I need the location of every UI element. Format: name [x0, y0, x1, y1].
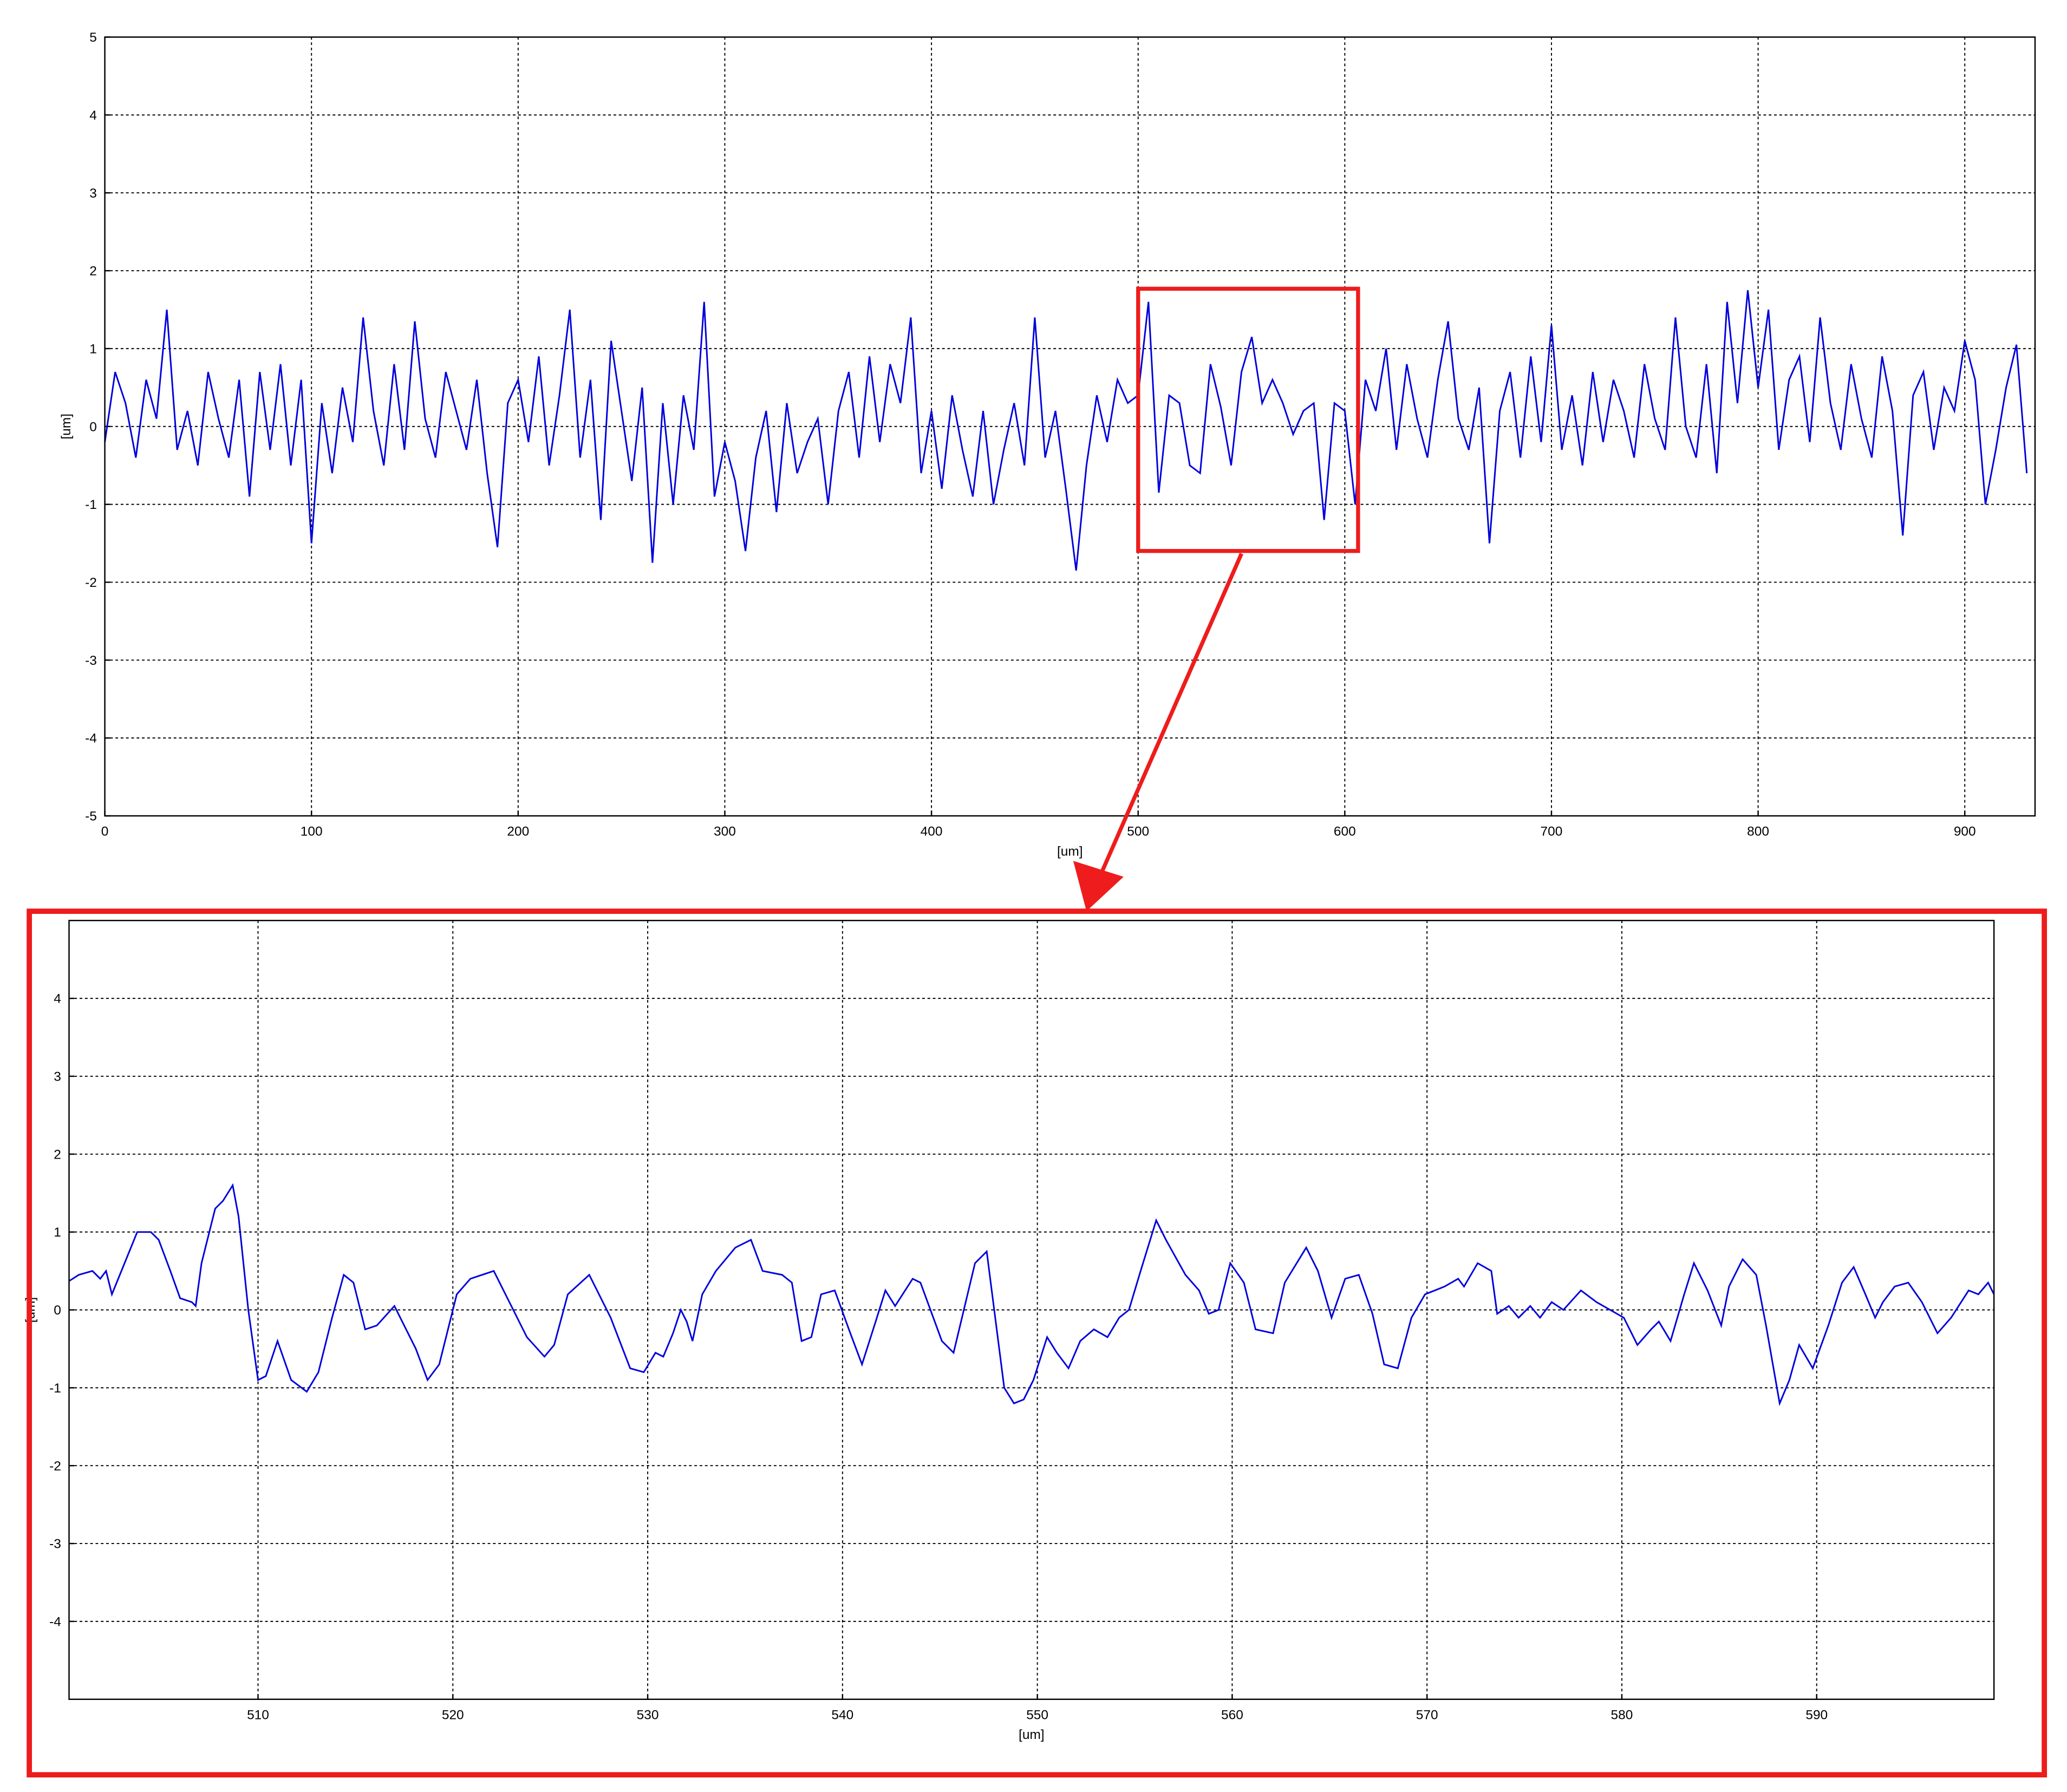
x-tick-label: 800: [1747, 825, 1769, 839]
y-tick-label: 0: [89, 420, 97, 434]
y-tick-label: -4: [49, 1614, 61, 1629]
x-tick-label: 530: [637, 1708, 659, 1722]
x-tick-label: 540: [831, 1708, 853, 1722]
y-axis-label: [um]: [59, 414, 74, 440]
y-tick-label: 2: [54, 1147, 61, 1162]
x-tick-label: 400: [921, 825, 943, 839]
y-tick-label: -3: [85, 653, 97, 668]
x-tick-label: 580: [1611, 1708, 1633, 1722]
x-tick-label: 300: [714, 825, 736, 839]
y-tick-label: -2: [85, 575, 97, 590]
y-tick-label: 2: [89, 264, 97, 279]
zoom-frame: [27, 908, 2048, 1778]
x-tick-label: 590: [1805, 1708, 1828, 1722]
zoom-region: [1136, 286, 1360, 553]
y-tick-label: 3: [54, 1070, 61, 1084]
y-tick-label: -5: [85, 809, 97, 824]
axes-frame: [104, 36, 2036, 817]
x-tick-label: 700: [1541, 825, 1563, 839]
x-tick-label: 560: [1221, 1708, 1243, 1722]
x-tick-label: 200: [507, 825, 529, 839]
y-tick-label: -1: [85, 498, 97, 512]
x-axis-label: [um]: [1019, 1728, 1045, 1742]
y-tick-label: 5: [89, 30, 97, 45]
x-tick-label: 570: [1416, 1708, 1438, 1722]
arrow-head: [1073, 861, 1124, 912]
y-tick-label: 1: [89, 342, 97, 356]
x-tick-label: 520: [442, 1708, 464, 1722]
y-tick-label: 3: [89, 186, 97, 201]
y-tick-label: 4: [54, 992, 61, 1006]
zoom-arrow: [1098, 553, 1243, 878]
y-tick-label: -2: [49, 1459, 61, 1474]
x-tick-label: 600: [1334, 825, 1356, 839]
data-line: [68, 1183, 1995, 1407]
x-tick-label: 510: [247, 1708, 269, 1722]
x-tick-label: 500: [1127, 825, 1149, 839]
axes-frame: [68, 920, 1995, 1700]
x-tick-label: 0: [101, 825, 109, 839]
y-tick-label: 0: [54, 1303, 61, 1318]
x-tick-label: 550: [1026, 1708, 1048, 1722]
y-tick-label: -3: [49, 1537, 61, 1552]
y-tick-label: 1: [54, 1225, 61, 1240]
x-axis-label: [um]: [1057, 844, 1083, 859]
y-tick-label: -4: [85, 731, 97, 746]
y-tick-label: 4: [89, 108, 97, 123]
x-tick-label: 100: [301, 825, 323, 839]
y-tick-label: -1: [49, 1381, 61, 1396]
data-line: [104, 290, 2028, 571]
x-tick-label: 900: [1954, 825, 1976, 839]
